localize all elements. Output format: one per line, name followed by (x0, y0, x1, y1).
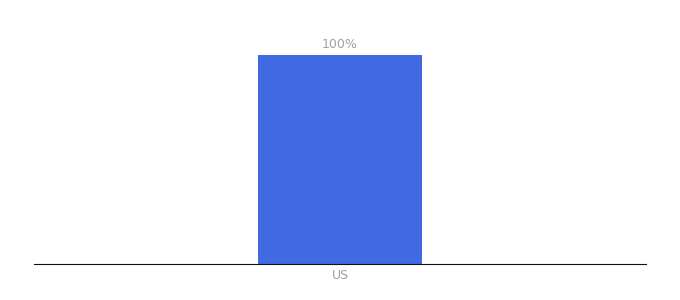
Text: 100%: 100% (322, 38, 358, 51)
Bar (258, 55, 422, 264)
